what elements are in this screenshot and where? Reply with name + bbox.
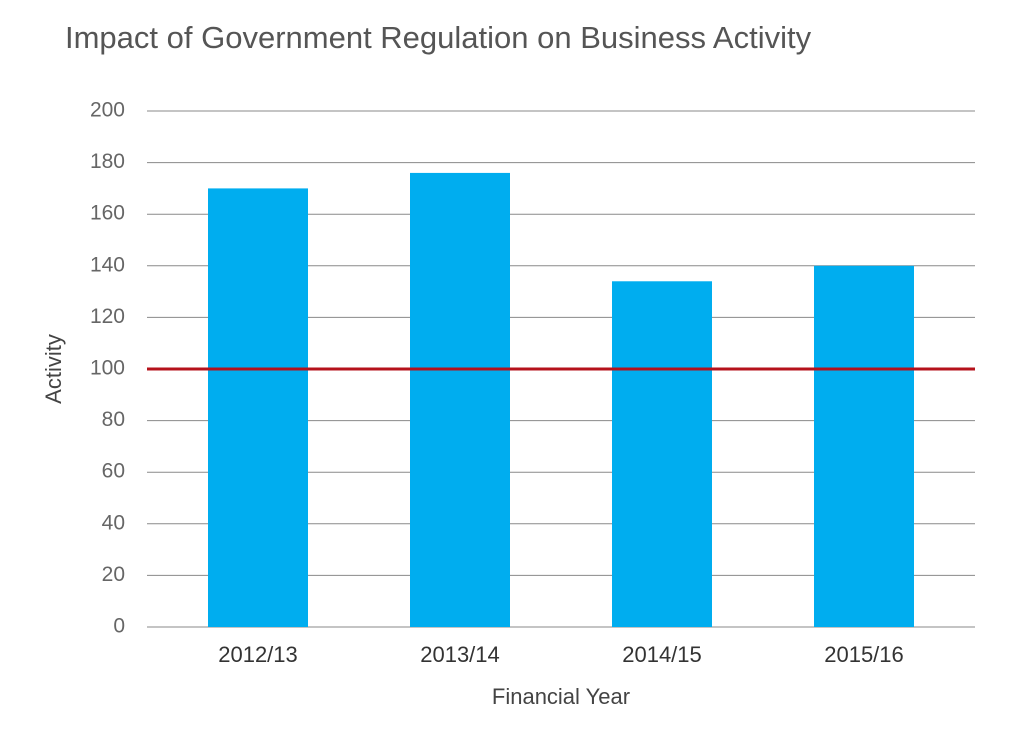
bar [814, 265, 914, 627]
y-tick-label: 60 [102, 460, 125, 483]
y-tick-label: 200 [90, 99, 125, 122]
bar [612, 281, 712, 627]
y-tick-label: 120 [90, 305, 125, 328]
x-tick-label: 2012/13 [218, 642, 298, 667]
y-tick-label: 20 [102, 563, 125, 586]
x-tick-label: 2014/15 [622, 642, 702, 667]
x-axis-label: Financial Year [492, 684, 630, 709]
y-axis-label: Activity [41, 334, 66, 404]
y-tick-label: 0 [113, 615, 125, 638]
bar [208, 188, 308, 627]
y-tick-label: 100 [90, 357, 125, 380]
y-tick-label: 180 [90, 150, 125, 173]
y-tick-label: 40 [102, 511, 125, 534]
bar [410, 172, 510, 628]
x-tick-label: 2015/16 [824, 642, 904, 667]
y-tick-label: 80 [102, 408, 125, 431]
y-tick-label: 140 [90, 253, 125, 276]
x-tick-label: 2013/14 [420, 642, 500, 667]
chart-title: Impact of Government Regulation on Busin… [65, 20, 812, 55]
y-tick-label: 160 [90, 202, 125, 225]
